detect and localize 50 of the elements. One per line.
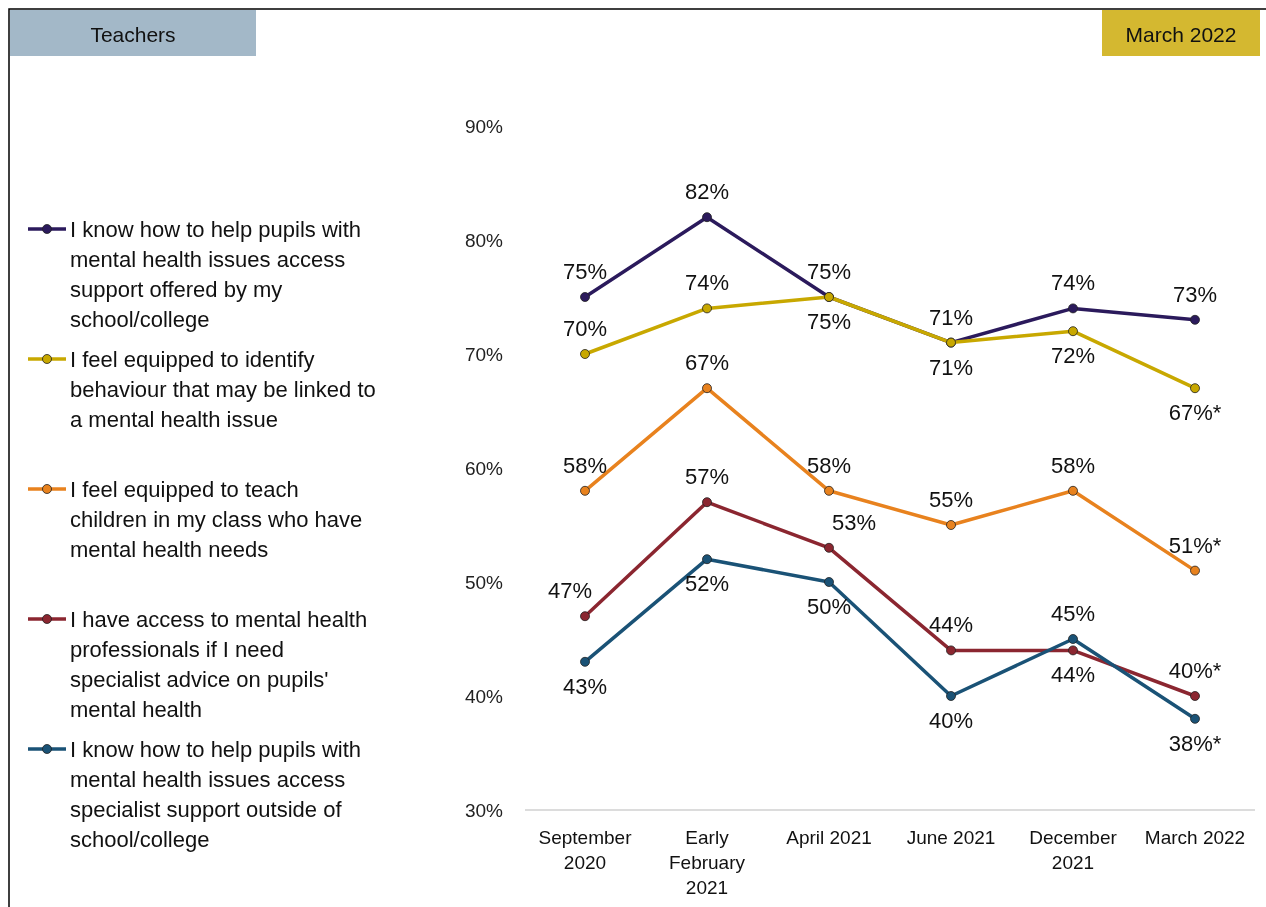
data-label: 74% [684, 270, 730, 296]
y-tick-label: 90% [464, 116, 504, 137]
data-label: 40% [928, 708, 974, 733]
y-tick-label: 30% [464, 800, 504, 821]
y-tick-label: 40% [464, 686, 504, 707]
data-label: 52% [684, 571, 730, 597]
x-tick-label: Early February 2021 [668, 827, 746, 898]
data-label: 38%* [1168, 730, 1222, 756]
data-label: 57% [684, 464, 730, 490]
data-label: 44% [928, 612, 974, 638]
data-label: 50% [806, 594, 852, 619]
text: Teachers [90, 23, 176, 46]
data-label: 82% [684, 179, 730, 205]
data-label: 73% [1172, 281, 1218, 307]
data-label: 47% [547, 578, 593, 604]
legend-label: I know how to help pupils with mental health issues access support offered by my school/college [70, 217, 362, 332]
data-label: 72% [1050, 343, 1096, 369]
y-tick-label: 60% [464, 458, 504, 479]
data-label: 44% [1050, 662, 1096, 688]
data-label: 67%* [1168, 400, 1222, 426]
y-tick-label: 80% [464, 230, 504, 251]
data-label: 75% [562, 259, 608, 284]
data-label: 40%* [1168, 658, 1222, 683]
data-label: 71% [928, 354, 974, 380]
data-label: 74% [1050, 270, 1096, 296]
y-tick-label: 70% [464, 344, 504, 365]
data-label: 58% [806, 452, 852, 478]
chart-subtitle: March 2022 [1125, 23, 1237, 46]
x-tick-label: December 2021 [1029, 827, 1118, 873]
x-tick-label: April 2021 [786, 827, 872, 848]
data-label: 75% [806, 259, 852, 284]
legend-label: I feel equipped to identify behaviour that may be linked to a mental health issue [70, 347, 376, 432]
data-label: 58% [562, 452, 608, 478]
data-label: 55% [928, 487, 974, 512]
data-label: 45% [1050, 601, 1096, 626]
x-tick-label: September 2020 [538, 827, 633, 873]
data-label: 71% [928, 304, 974, 330]
legend-label: I know how to help pupils with mental health issues access specialist support outside of school/college [70, 737, 362, 852]
y-tick-label: 50% [464, 572, 504, 593]
legend-label: I feel equipped to teach children in my class who have mental health needs [70, 477, 363, 562]
data-label: 51%* [1168, 532, 1222, 558]
data-label: 70% [562, 316, 608, 341]
data-label: 58% [1050, 452, 1096, 478]
x-tick-label: March 2022 [1144, 827, 1246, 848]
legend-label: I have access to mental health professionals if I need specialist advice on pupils' mental health [70, 607, 368, 722]
data-label: 53% [831, 509, 877, 535]
x-tick-label: June 2021 [906, 827, 996, 848]
data-label: 75% [806, 309, 852, 334]
data-label: 67% [684, 350, 730, 376]
data-label: 43% [562, 673, 608, 699]
